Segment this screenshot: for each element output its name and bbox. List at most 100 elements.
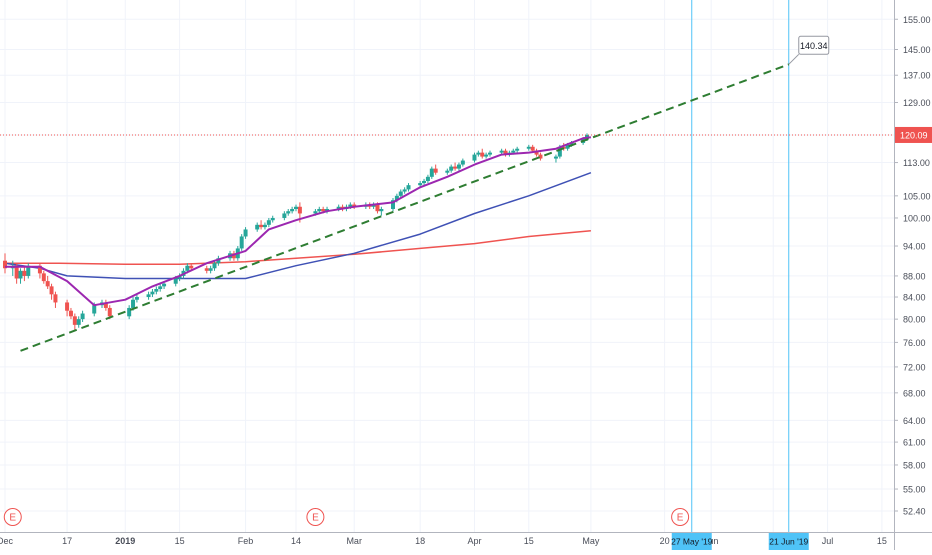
trendline-callout-box: [798, 35, 830, 55]
candle-body: [325, 208, 330, 212]
candle-body: [185, 265, 190, 271]
candle-body: [391, 200, 395, 209]
time-tick-label: Mar: [346, 536, 362, 546]
candle-body: [456, 164, 461, 169]
earnings-marker-label: E: [9, 513, 16, 524]
axis-overlays: 120.09 27 May '19 21 Jun '19: [671, 126, 932, 550]
candle-body: [14, 265, 19, 279]
candle-body: [515, 148, 520, 151]
candle-body: [290, 208, 295, 212]
candle-body: [538, 154, 543, 159]
price-tick-label: 68.00: [903, 388, 926, 398]
price-tick-label: 58.00: [903, 460, 926, 470]
time-tick-label: 20: [660, 536, 670, 546]
price-tick-label: 84.00: [903, 293, 926, 303]
earnings-marker-label: E: [677, 513, 684, 524]
date-tag-label: 27 May '19: [671, 537, 713, 547]
candle-body: [212, 263, 217, 269]
date-tag: [671, 533, 712, 550]
trendline-segment: [20, 63, 790, 352]
grid: [0, 0, 894, 532]
time-tick-label: 18: [415, 536, 425, 546]
time-tick-label: 14: [291, 536, 301, 546]
candle-body: [406, 185, 411, 190]
candle-body: [173, 278, 178, 284]
candle-body: [433, 168, 438, 173]
price-tick-label: 94.00: [903, 242, 926, 252]
candle-body: [68, 310, 73, 317]
price-tick-label: 88.00: [903, 271, 926, 281]
time-tick-label: 2019: [115, 536, 135, 546]
price-tick-label: 80.00: [903, 315, 926, 325]
candle-body: [45, 281, 50, 287]
candle-body: [22, 270, 27, 276]
candle-body: [282, 213, 287, 218]
candle-body: [445, 170, 450, 173]
candle-body: [208, 268, 213, 271]
candle-body: [499, 150, 504, 153]
candle-body: [231, 253, 236, 259]
candle-body: [26, 265, 31, 276]
earnings-marker: [3, 508, 22, 526]
price-tick-label: 129.00: [903, 98, 931, 108]
candle-body: [131, 299, 136, 308]
earnings-marker: [671, 508, 690, 526]
candle-body: [321, 208, 326, 212]
candle-body: [266, 220, 271, 225]
trendline-callout-tail: [788, 53, 800, 65]
sma-long-line: [5, 230, 591, 265]
candle-body: [480, 152, 485, 157]
price-axis[interactable]: 155.00 145.00 137.00 129.00 113.00 105.00 100.…: [894, 0, 931, 550]
candle-body: [41, 273, 46, 282]
candle-body: [375, 204, 380, 212]
candle-body: [243, 229, 248, 237]
price-tick-label: 113.00: [903, 158, 930, 168]
price-tick-label: 155.00: [903, 15, 931, 25]
price-tick-label: 76.00: [903, 338, 926, 348]
candle-body: [53, 294, 58, 303]
candle-body: [511, 150, 516, 153]
candle-body: [107, 307, 112, 317]
candle-body: [134, 297, 139, 300]
candle-body: [3, 260, 7, 269]
candle-body: [472, 154, 477, 161]
candle-body: [204, 268, 209, 271]
candle-body: [239, 236, 244, 249]
candle-body: [569, 142, 574, 145]
trendline[interactable]: 140.34: [20, 35, 830, 352]
candle-body: [526, 146, 531, 149]
candle-body: [37, 265, 42, 274]
price-tick-label: 55.00: [903, 485, 926, 495]
candle-body: [402, 189, 407, 192]
candle-body: [162, 283, 167, 287]
candle-body: [449, 166, 454, 171]
time-tick-label: Feb: [238, 536, 254, 546]
price-tick-label: 64.00: [903, 416, 926, 426]
candle-body: [371, 204, 376, 207]
time-tick-label: Jul: [822, 536, 834, 546]
time-tick-label: Dec: [0, 536, 13, 546]
candle-body: [460, 160, 465, 165]
last-price-tag: [895, 126, 932, 143]
candle-body: [270, 217, 275, 221]
earnings-marker: [306, 508, 325, 526]
candle-body: [262, 224, 267, 228]
candle-body: [286, 211, 291, 214]
candle-body: [348, 204, 353, 207]
date-tag: [768, 533, 809, 550]
vertical-lines: [691, 0, 790, 532]
price-tick-label: 52.40: [903, 507, 926, 517]
last-price-label: 120.09: [900, 130, 928, 140]
price-tick-label: 137.00: [903, 71, 931, 81]
ema-short-line: [5, 136, 592, 307]
candle-body: [76, 319, 81, 325]
candle-body: [92, 305, 97, 314]
candle-body: [379, 208, 384, 212]
candle-body: [394, 195, 399, 201]
candle-body: [177, 275, 182, 279]
candle-body: [565, 144, 570, 149]
candle-body: [313, 211, 318, 214]
